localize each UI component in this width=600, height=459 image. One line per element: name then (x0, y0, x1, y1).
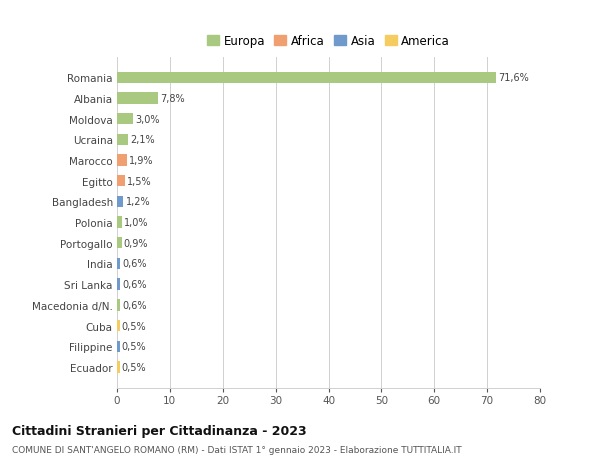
Text: 0,6%: 0,6% (122, 300, 147, 310)
Bar (117, 73, 496, 84)
Bar (117, 217, 122, 228)
Legend: Europa, Africa, Asia, America: Europa, Africa, Asia, America (202, 30, 455, 53)
Text: 1,9%: 1,9% (129, 156, 154, 166)
Text: 0,6%: 0,6% (122, 259, 147, 269)
Text: 2,1%: 2,1% (130, 135, 155, 145)
Text: 0,5%: 0,5% (122, 362, 146, 372)
Bar (117, 320, 119, 331)
Bar (117, 176, 125, 187)
Bar (117, 134, 128, 146)
Bar (117, 362, 119, 373)
Text: Cittadini Stranieri per Cittadinanza - 2023: Cittadini Stranieri per Cittadinanza - 2… (12, 425, 307, 437)
Text: 1,5%: 1,5% (127, 176, 152, 186)
Bar (117, 155, 127, 166)
Bar (117, 114, 133, 125)
Text: 1,2%: 1,2% (125, 197, 150, 207)
Text: 0,5%: 0,5% (122, 321, 146, 331)
Text: 3,0%: 3,0% (135, 114, 160, 124)
Text: COMUNE DI SANT'ANGELO ROMANO (RM) - Dati ISTAT 1° gennaio 2023 - Elaborazione TU: COMUNE DI SANT'ANGELO ROMANO (RM) - Dati… (12, 445, 461, 454)
Bar (117, 300, 120, 311)
Text: 7,8%: 7,8% (160, 94, 185, 104)
Bar (117, 196, 124, 207)
Bar (117, 258, 120, 269)
Text: 71,6%: 71,6% (498, 73, 529, 83)
Text: 0,5%: 0,5% (122, 341, 146, 352)
Bar (117, 93, 158, 104)
Bar (117, 238, 122, 249)
Bar (117, 279, 120, 290)
Text: 0,6%: 0,6% (122, 280, 147, 290)
Text: 1,0%: 1,0% (124, 218, 149, 228)
Text: 0,9%: 0,9% (124, 238, 148, 248)
Bar (117, 341, 119, 352)
